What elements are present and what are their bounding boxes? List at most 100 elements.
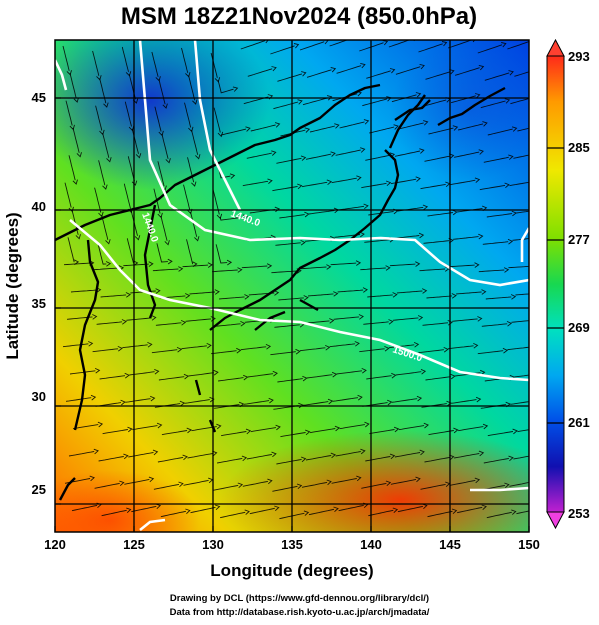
streamline-arrowhead — [385, 180, 392, 187]
streamline-arrowhead — [265, 343, 272, 350]
streamline — [336, 370, 363, 375]
streamline-arrowhead — [148, 261, 154, 267]
streamline — [452, 318, 478, 322]
streamline — [514, 71, 529, 77]
streamline-arrowhead — [216, 423, 222, 430]
streamline — [65, 397, 92, 402]
x-tick-label: 150 — [518, 537, 540, 552]
streamline — [99, 78, 107, 104]
streamline — [221, 128, 247, 136]
streamline — [280, 432, 306, 438]
streamline — [221, 431, 247, 437]
streamline — [369, 126, 395, 134]
streamline — [510, 401, 529, 405]
streamline-arrowhead — [244, 509, 250, 515]
streamline — [365, 456, 391, 462]
streamline — [217, 80, 234, 94]
streamline-arrowhead — [508, 70, 514, 76]
streamline-arrowhead — [182, 454, 188, 461]
streamline-arrowhead — [237, 267, 243, 273]
streamline — [275, 242, 301, 246]
streamline — [272, 485, 298, 492]
y-axis: 25 30 35 40 45 Latitude (degrees) — [3, 90, 61, 505]
streamline — [487, 128, 513, 136]
streamline-arrowhead — [93, 448, 99, 455]
colorbar-ticks — [547, 147, 564, 424]
streamline — [513, 154, 529, 159]
streamline-arrowhead — [244, 294, 250, 300]
streamlines — [62, 40, 529, 520]
streamline — [480, 100, 506, 109]
streamline — [68, 451, 95, 457]
streamline — [369, 429, 395, 435]
streamline — [450, 479, 476, 486]
colorbar-label: 277 — [568, 232, 590, 247]
streamline — [515, 293, 529, 296]
streamline-arrowhead — [217, 131, 224, 138]
streamline — [126, 238, 134, 264]
streamline-arrowhead — [334, 425, 341, 432]
streamline-arrowhead — [420, 368, 427, 375]
colorbar-min-arrow — [546, 511, 565, 530]
streamline-arrowhead — [127, 426, 133, 433]
colorbar: 293 285 277 269 261 253 — [546, 38, 590, 530]
streamline-arrowhead — [326, 479, 332, 486]
streamline — [161, 430, 188, 436]
y-axis-title: Latitude (degrees) — [3, 212, 22, 359]
streamline — [339, 121, 365, 129]
streamline-arrowhead — [300, 456, 307, 463]
streamline-arrowhead — [421, 288, 428, 294]
streamline-arrowhead — [304, 211, 310, 218]
streamline-arrowhead — [511, 126, 518, 132]
streamline — [276, 458, 302, 465]
streamline-arrowhead — [422, 204, 429, 211]
streamline — [98, 160, 106, 186]
streamline — [212, 269, 238, 273]
streamline — [454, 453, 480, 459]
streamline-arrowhead — [303, 295, 309, 301]
streamline-arrowhead — [504, 182, 510, 189]
streamline-arrowhead — [154, 368, 160, 375]
streamline — [424, 155, 450, 162]
streamline-arrowhead — [474, 262, 480, 268]
streamline-arrowhead — [195, 154, 201, 160]
streamline — [482, 241, 509, 245]
streamline — [124, 478, 150, 485]
streamline — [335, 451, 361, 457]
streamline — [423, 240, 450, 244]
streamline — [427, 212, 453, 217]
streamline — [477, 44, 503, 54]
streamline-arrowhead — [297, 183, 303, 190]
streamline-arrowhead — [452, 125, 459, 131]
streamline-arrowhead — [482, 423, 489, 430]
streamline — [450, 95, 476, 104]
streamline — [128, 452, 154, 458]
streamline-arrowhead — [165, 158, 171, 164]
streamline — [70, 289, 97, 293]
streamline-arrowhead — [450, 373, 456, 380]
streamline — [100, 294, 127, 298]
streamline-arrowhead — [150, 395, 156, 402]
streamline-arrowhead — [393, 426, 400, 433]
x-ticks — [54, 526, 530, 532]
streamline — [250, 427, 277, 433]
streamline-arrowhead — [121, 319, 127, 325]
streamline — [274, 324, 300, 328]
streamline — [336, 65, 362, 74]
contour-southwest — [139, 518, 166, 532]
streamline-arrowhead — [105, 261, 112, 267]
streamline-arrowhead — [507, 238, 514, 245]
streamline-arrowhead — [123, 453, 129, 460]
streamline-arrowhead — [326, 95, 333, 101]
streamline — [453, 236, 479, 240]
streamline — [487, 431, 514, 437]
streamline-arrowhead — [305, 429, 311, 436]
streamline — [242, 480, 268, 487]
streamline-arrowhead — [475, 396, 482, 403]
streamline — [211, 350, 237, 355]
streamline — [448, 345, 474, 350]
credit-drawing: Drawing by DCL (https://www.gfd-dennou.o… — [169, 593, 430, 604]
streamline — [72, 127, 80, 153]
streamline-arrowhead — [245, 428, 252, 435]
